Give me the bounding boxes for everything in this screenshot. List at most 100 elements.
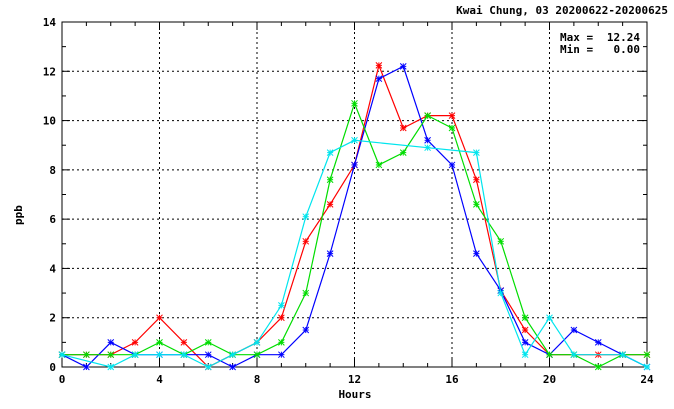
series-3-point [156, 339, 163, 346]
stats-box: Max = 12.24 Min = 0.00 [560, 31, 640, 56]
series-4-point [302, 213, 310, 221]
series-2-point [521, 339, 529, 346]
series-3-point [204, 339, 212, 346]
series-3-point [521, 314, 529, 322]
series-4-point [278, 302, 285, 309]
series-1-point [399, 124, 407, 132]
series-3-point [424, 112, 431, 119]
series-4-point [253, 339, 261, 346]
series-1-point [156, 314, 163, 322]
series-4-point [351, 136, 358, 144]
x-tick-label: 20 [543, 373, 556, 386]
series-1-line [62, 63, 647, 368]
y-tick-label: 0 [49, 361, 56, 374]
series-3-point [302, 289, 310, 297]
series-3-point [594, 363, 602, 371]
series-1-point [131, 339, 139, 346]
series-4-point [180, 351, 188, 359]
series-4-point [107, 363, 115, 371]
y-tick-label: 4 [49, 262, 56, 275]
y-tick-label: 8 [49, 164, 56, 177]
series-3-point [643, 351, 651, 359]
series-3-point [546, 351, 553, 359]
series-4-point [643, 363, 651, 371]
series-2-point [107, 339, 115, 346]
x-axis-title: Hours [338, 388, 371, 401]
y-tick-label: 6 [49, 213, 56, 226]
series-4-point [546, 314, 553, 322]
series-4-point [326, 149, 334, 156]
x-tick-label: 12 [348, 373, 361, 386]
series-3-point [253, 351, 261, 359]
min-value: 0.00 [614, 43, 641, 56]
series-4 [58, 136, 651, 371]
series-2-point [204, 351, 212, 359]
series-2-point [594, 339, 602, 346]
series-3-point [83, 351, 90, 359]
x-tick-label: 16 [445, 373, 459, 386]
series-1-point [278, 314, 285, 322]
series-2-line [61, 65, 648, 368]
x-tick-label: 24 [640, 373, 654, 386]
series-3-point [448, 124, 456, 132]
series-3-point [351, 99, 358, 107]
series-2-point [570, 326, 578, 334]
series-1-point [521, 326, 529, 334]
series-1-point [326, 201, 334, 208]
series-2-point [375, 75, 383, 83]
series-1-point [448, 112, 456, 119]
series-2-point [351, 161, 358, 169]
series-4-point [131, 351, 139, 359]
series-3-point [326, 176, 334, 184]
series-2-point [326, 250, 334, 257]
series-2-point [424, 136, 431, 144]
series-layer [58, 62, 651, 371]
max-label: Max = [560, 31, 593, 44]
series-1-point [375, 62, 383, 69]
axis-ticks [61, 21, 648, 368]
series-2-point [302, 326, 310, 334]
min-label: Min = [560, 43, 593, 56]
series-2-point [229, 363, 236, 371]
series-2-point [83, 363, 90, 371]
y-tick-label: 2 [49, 312, 56, 325]
series-4-point [156, 351, 163, 359]
series-3-point [473, 201, 480, 208]
series-2-point [278, 351, 285, 359]
series-4-line [61, 139, 648, 368]
grid-lines [62, 22, 647, 367]
series-4-point [497, 289, 505, 297]
y-tick-label: 12 [43, 65, 56, 78]
series-2-point [448, 161, 456, 169]
series-2-point [473, 250, 480, 257]
series-4-point [521, 351, 529, 359]
series-3-point [497, 237, 505, 245]
series-3-point [375, 161, 383, 169]
series-3-point [278, 339, 285, 346]
chart-title: Kwai Chung, 03 20200622-20200625 [456, 4, 668, 17]
series-3 [58, 99, 651, 371]
series-3-point [399, 149, 407, 156]
series-2-point [399, 63, 407, 70]
series-1-point [473, 176, 480, 184]
series-4-point [58, 351, 66, 359]
series-4-point [204, 363, 212, 371]
max-value: 12.24 [607, 31, 640, 44]
series-1-point [180, 339, 188, 346]
series-1-point [302, 237, 310, 245]
series-4-point [424, 144, 431, 152]
series-4-point [570, 351, 578, 359]
y-tick-label: 10 [43, 115, 56, 128]
series-3-point [107, 351, 115, 359]
x-tick-label: 8 [254, 373, 261, 386]
series-2 [58, 63, 651, 371]
x-tick-label: 0 [59, 373, 66, 386]
series-4-point [473, 149, 480, 156]
y-tick-label: 14 [43, 16, 57, 29]
series-4-point [619, 351, 626, 359]
y-axis-title: ppb [12, 205, 25, 225]
series-4-point [229, 351, 236, 359]
x-tick-label: 4 [156, 373, 163, 386]
